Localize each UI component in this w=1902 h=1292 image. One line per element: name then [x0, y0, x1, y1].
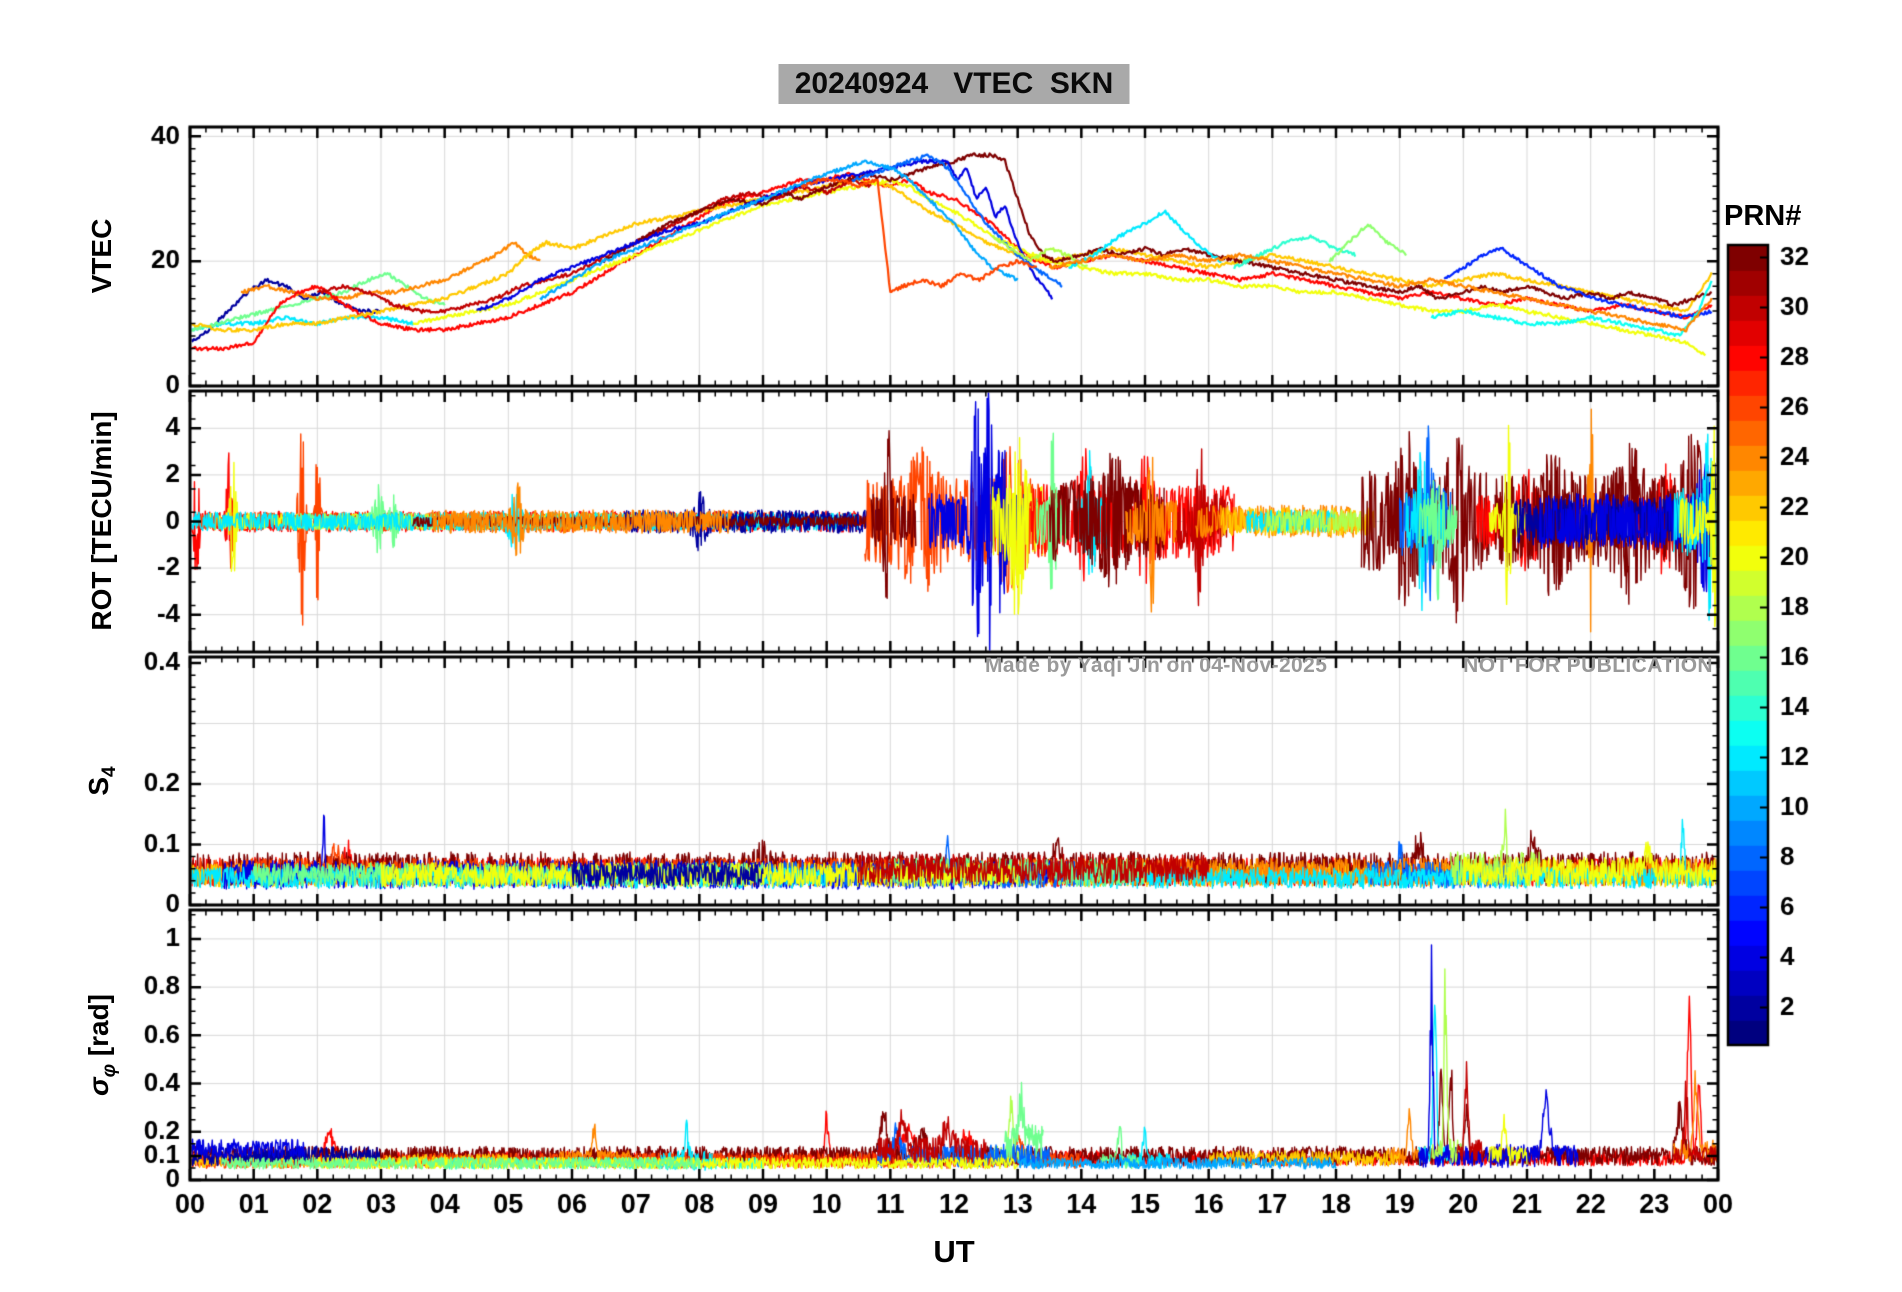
sigma-axis-subscript: φ [98, 1064, 120, 1078]
chart-title: 20240924 VTEC SKN [778, 64, 1130, 104]
s4-axis-subscript: 4 [98, 766, 120, 777]
colorbar-title: PRN# [1724, 200, 1802, 232]
watermark-credit: Made by Yaqi Jin on 04-Nov-2025 [985, 654, 1328, 677]
sigma-axis-symbol: σ [83, 1077, 115, 1096]
s4-axis-symbol: S [83, 776, 115, 796]
rot-axis-label: ROT [TECU/min] [86, 411, 118, 630]
watermark-notice: NOT FOR PUBLICATION [1463, 654, 1713, 677]
ut-axis-label: UT [933, 1234, 975, 1269]
watermark: Made by Yaqi Jin on 04-Nov-2025 NOT FOR … [985, 654, 1713, 678]
sigma-phi-axis-label: σφ [rad] [83, 994, 121, 1096]
rot-axis-label-text: ROT [TECU/min] [86, 411, 117, 631]
sigma-axis-unit: [rad] [83, 994, 115, 1064]
vtec-axis-label: VTEC [86, 219, 118, 294]
vtec-axis-label-text: VTEC [86, 218, 117, 294]
s4-axis-label: S4 [83, 766, 121, 795]
